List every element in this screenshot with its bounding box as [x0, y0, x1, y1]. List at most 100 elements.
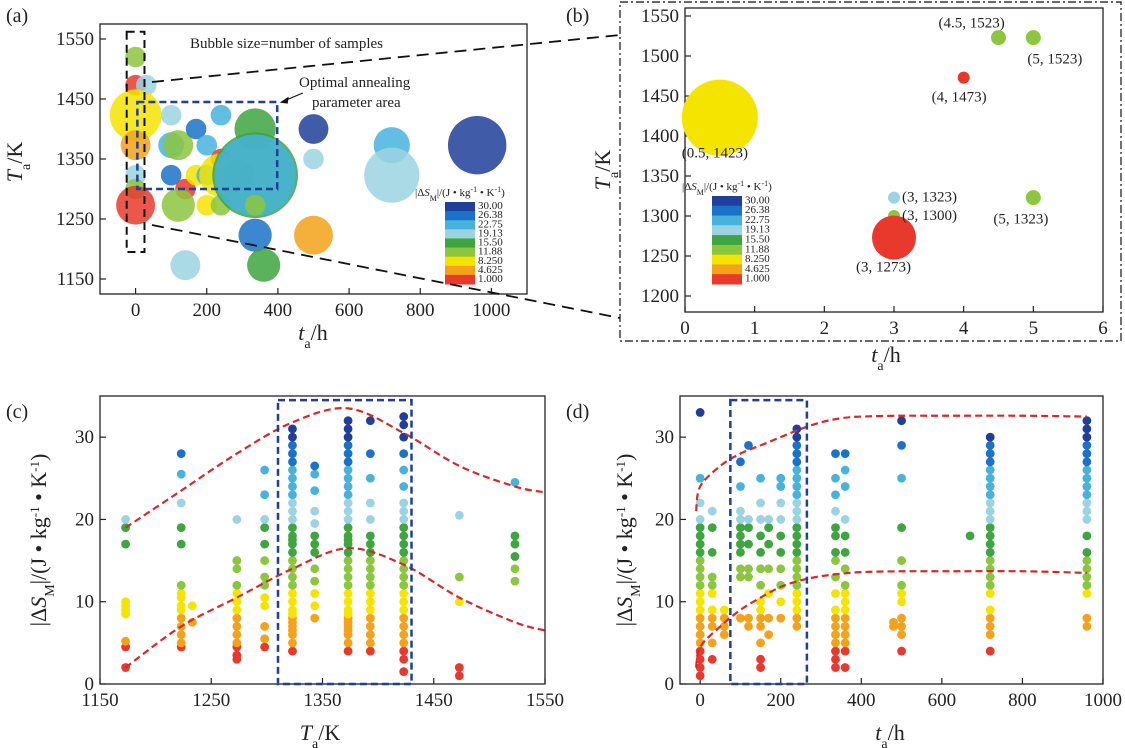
chart-d-point [1082, 572, 1092, 582]
chart-c-point [343, 572, 353, 582]
chart-b-y-tick-label: 1250 [641, 246, 679, 267]
chart-c-point [399, 515, 409, 524]
chart-c: 1150 1250 1350 1450 1550 0 10 20 30 Ta/K |ΔSM|/(J … [26, 395, 564, 748]
chart-d-point [792, 449, 802, 458]
chart-d-point [831, 547, 840, 557]
chart-d-point [695, 531, 705, 541]
chart-c-point [176, 638, 186, 648]
chart-d-point [1082, 506, 1092, 516]
chart-c-point [310, 601, 320, 611]
chart-a-bubble [161, 188, 195, 222]
chart-d-point [840, 605, 850, 615]
chart-d-point [707, 654, 717, 664]
panel-label-a: (a) [6, 5, 28, 27]
chart-d-point [831, 531, 840, 541]
chart-c-y-axis-label: |ΔSM|/(J • kg-1 • K-1) [26, 454, 58, 627]
chart-a-bubble [116, 185, 156, 225]
chart-d-point [840, 547, 850, 557]
chart-d-point [831, 523, 840, 533]
chart-d-point [831, 506, 840, 516]
chart-d-point [792, 564, 802, 574]
chart-b-bubble [957, 71, 970, 84]
chart-d-point [756, 498, 765, 508]
chart-d-x-tick-label: 200 [766, 690, 795, 711]
chart-c-point [288, 457, 297, 467]
chart-a-bubble [247, 248, 281, 282]
chart-d-point [736, 531, 745, 541]
chart-c-point [399, 564, 409, 574]
chart-c-point [399, 638, 409, 648]
chart-d-point [736, 613, 745, 623]
chart-d-point [1082, 424, 1092, 434]
chart-c-point [288, 498, 297, 508]
chart-d-point [985, 440, 995, 450]
chart-c-point [343, 547, 353, 557]
chart-c-point [399, 531, 409, 541]
chart-c-point [365, 498, 375, 508]
colorbar-b-swatch [712, 274, 742, 285]
colorbar-a-swatch [445, 274, 475, 285]
chart-c-point [399, 613, 409, 623]
chart-c-point [399, 646, 409, 656]
chart-d-point [756, 605, 765, 615]
chart-c-point [365, 638, 375, 648]
chart-d-point [736, 457, 745, 467]
chart-c-point [260, 465, 270, 475]
chart-a-x-tick-label: 200 [193, 300, 222, 321]
chart-d-point [1082, 564, 1092, 574]
chart-d-point [707, 605, 717, 615]
chart-d-point [707, 523, 717, 533]
chart-d-point [985, 630, 995, 640]
chart-c-point [176, 539, 186, 549]
chart-c-point [343, 564, 353, 574]
colorbar-b-level: 15.50 [745, 234, 770, 246]
chart-d-point [1082, 515, 1092, 524]
chart-c-point [176, 449, 186, 458]
chart-d-point [756, 597, 765, 607]
chart-c-point [288, 572, 297, 582]
chart-c-point [343, 597, 353, 607]
chart-c-point [399, 506, 409, 516]
chart-a-x-tick-label: 800 [406, 300, 435, 321]
chart-b-bubble [872, 215, 916, 260]
chart-c-point [176, 630, 186, 640]
chart-c-point [288, 515, 297, 524]
chart-d-point [695, 671, 705, 681]
chart-d-point [1082, 432, 1092, 442]
chart-c-point [365, 597, 375, 607]
colorbar-a-swatch [445, 256, 475, 267]
chart-d-point [897, 473, 906, 483]
chart-c-point [343, 432, 353, 442]
chart-d-point [707, 506, 717, 516]
chart-c-point [232, 515, 242, 524]
chart-d-point [1082, 440, 1092, 450]
chart-c-point [454, 572, 464, 582]
chart-d-point [897, 630, 906, 640]
chart-d-point [744, 523, 753, 533]
chart-d-point [1082, 531, 1092, 541]
chart-c-point [399, 667, 409, 677]
chart-b-x-tick-label: 5 [1029, 318, 1039, 339]
chart-d-point [985, 449, 995, 458]
chart-a-annotation-line1: Optimal annealing [299, 75, 411, 91]
chart-c-point [399, 605, 409, 615]
chart-a-bubble [447, 116, 507, 175]
chart-d-point [1082, 416, 1092, 426]
chart-d-point [840, 564, 850, 574]
chart-d-point [985, 556, 995, 565]
colorbar-b-level: 19.13 [745, 224, 770, 236]
colorbar-b-swatch [712, 225, 742, 236]
chart-b-x-tick-label: 0 [680, 318, 690, 339]
chart-c-point [399, 654, 409, 664]
chart-d-point [695, 597, 705, 607]
chart-b-bubble [888, 191, 900, 204]
chart-b-x-tick-label: 1 [750, 318, 760, 339]
chart-b-point-label: (0.5, 1423) [682, 146, 748, 162]
colorbar-b-swatch [712, 244, 742, 256]
chart-b-point-label: (3, 1323) [902, 190, 957, 206]
colorbar-a-level: 8.250 [478, 255, 503, 267]
chart-c-point [232, 605, 242, 615]
chart-d-point [764, 539, 774, 549]
chart-b-point-label: (3, 1273) [856, 260, 911, 276]
chart-d-point [965, 531, 975, 541]
